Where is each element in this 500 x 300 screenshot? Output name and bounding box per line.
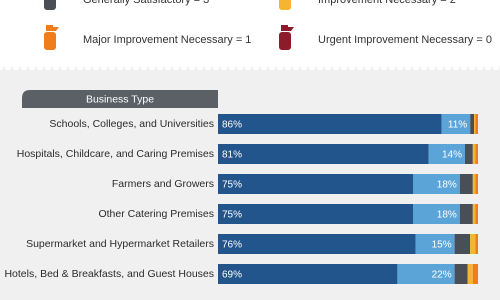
- legend-background: [0, 0, 500, 70]
- value-label: 11%: [448, 120, 467, 131]
- bar-segment: [397, 264, 455, 284]
- zigzag-divider: [0, 66, 500, 80]
- legend-label: Urgent Improvement Necessary = 0: [318, 34, 492, 46]
- legend-icon: [44, 32, 56, 50]
- bar-segment: [218, 204, 413, 224]
- legend-icon: [279, 0, 291, 10]
- bar-segment: [465, 144, 473, 164]
- bar-segment: [475, 234, 478, 254]
- bar-segment: [218, 174, 413, 194]
- value-label: 76%: [222, 240, 242, 251]
- bar-segment: [218, 234, 416, 254]
- legend-label: Improvement Necessary = 2: [318, 0, 456, 6]
- bar-segment: [459, 174, 473, 194]
- bar-segment: [441, 114, 471, 134]
- bar-segment: [467, 264, 473, 284]
- bar-segment: [454, 234, 471, 254]
- bar-segment: [454, 264, 468, 284]
- legend-label: Generally Satisfactory = 3: [83, 0, 209, 6]
- value-label: 69%: [222, 270, 242, 281]
- category-label: Supermarket and Hypermarket Retailers: [26, 238, 214, 250]
- value-label: 15%: [432, 240, 452, 251]
- legend-item: Improvement Necessary = 2: [279, 0, 456, 10]
- value-label: 86%: [222, 120, 242, 131]
- legend-label: Major Improvement Necessary = 1: [83, 34, 251, 46]
- bar-segment: [218, 144, 429, 164]
- legend-icon: [46, 25, 59, 31]
- bar-segment: [428, 144, 465, 164]
- bar-segment: [475, 114, 478, 134]
- bar-segment: [470, 234, 476, 254]
- bar-segment: [475, 204, 478, 224]
- bar-segment: [475, 174, 478, 194]
- value-label: 18%: [437, 180, 457, 191]
- bar-segment: [472, 264, 478, 284]
- category-header: Business Type: [86, 93, 154, 105]
- value-label: 14%: [442, 150, 462, 161]
- header-tab: [22, 90, 218, 108]
- value-label: 75%: [222, 180, 242, 191]
- legend-item: Generally Satisfactory = 3: [44, 0, 209, 10]
- category-label: Other Catering Premises: [98, 208, 214, 220]
- value-label: 18%: [437, 210, 457, 221]
- bar-segment: [474, 114, 476, 134]
- bar-segment: [218, 264, 398, 284]
- bar-segment: [472, 204, 476, 224]
- bar-segment: [472, 144, 476, 164]
- legend-icon: [281, 25, 294, 31]
- bar-segment: [470, 114, 475, 134]
- value-label: 81%: [222, 150, 242, 161]
- bar-segment: [413, 204, 460, 224]
- category-label: Hotels, Bed & Breakfasts, and Guest Hous…: [4, 268, 214, 280]
- value-label: 75%: [222, 210, 242, 221]
- bar-segment: [415, 234, 455, 254]
- bar-segment: [475, 144, 478, 164]
- legend-item: Urgent Improvement Necessary = 0: [279, 25, 492, 50]
- category-label: Schools, Colleges, and Universities: [49, 118, 214, 130]
- category-label: Hospitals, Childcare, and Caring Premise…: [17, 148, 214, 160]
- bar-segment: [413, 174, 460, 194]
- legend-item: Major Improvement Necessary = 1: [44, 25, 251, 50]
- bar-segment: [459, 204, 473, 224]
- bar-segment: [218, 114, 442, 134]
- bar-segment: [472, 174, 476, 194]
- category-label: Farmers and Growers: [112, 178, 214, 190]
- legend-icon: [279, 32, 291, 50]
- value-label: 22%: [432, 270, 452, 281]
- legend-icon: [44, 0, 56, 10]
